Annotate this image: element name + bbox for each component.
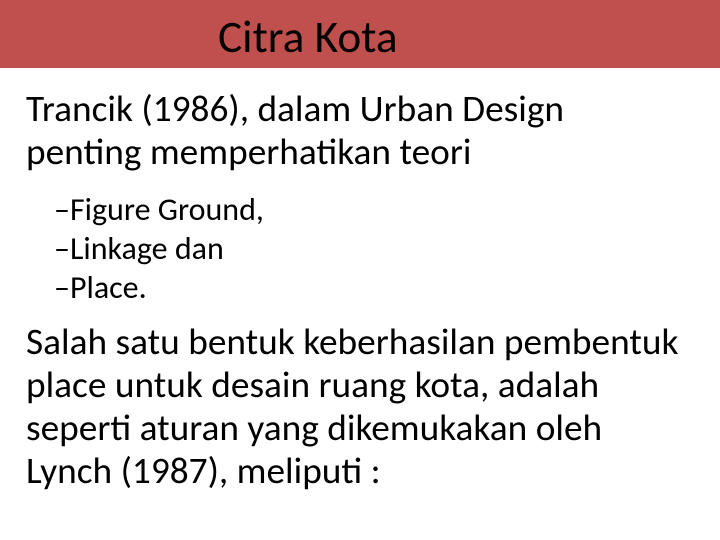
list-item: –Figure Ground, bbox=[54, 190, 686, 229]
paragraph-2: Salah satu bentuk keberhasilan pembentuk… bbox=[26, 321, 686, 493]
list-item-label: Place. bbox=[70, 268, 147, 307]
slide-root: { "title_bar": { "background_color": "#c… bbox=[0, 0, 720, 540]
slide-title: Citra Kota bbox=[218, 10, 398, 65]
bullet-char: – bbox=[54, 229, 70, 268]
list-item-label: Figure Ground, bbox=[70, 190, 264, 229]
list-item: –Linkage dan bbox=[54, 229, 686, 268]
bullet-list: –Figure Ground, –Linkage dan –Place. bbox=[54, 190, 686, 307]
bullet-char: – bbox=[54, 190, 70, 229]
title-bar: Citra Kota bbox=[0, 0, 720, 68]
body-content: Trancik (1986), dalam Urban Design penti… bbox=[26, 88, 686, 493]
bullet-char: – bbox=[54, 268, 70, 307]
paragraph-1: Trancik (1986), dalam Urban Design penti… bbox=[26, 88, 686, 174]
list-item-label: Linkage dan bbox=[70, 229, 224, 268]
list-item: –Place. bbox=[54, 268, 686, 307]
